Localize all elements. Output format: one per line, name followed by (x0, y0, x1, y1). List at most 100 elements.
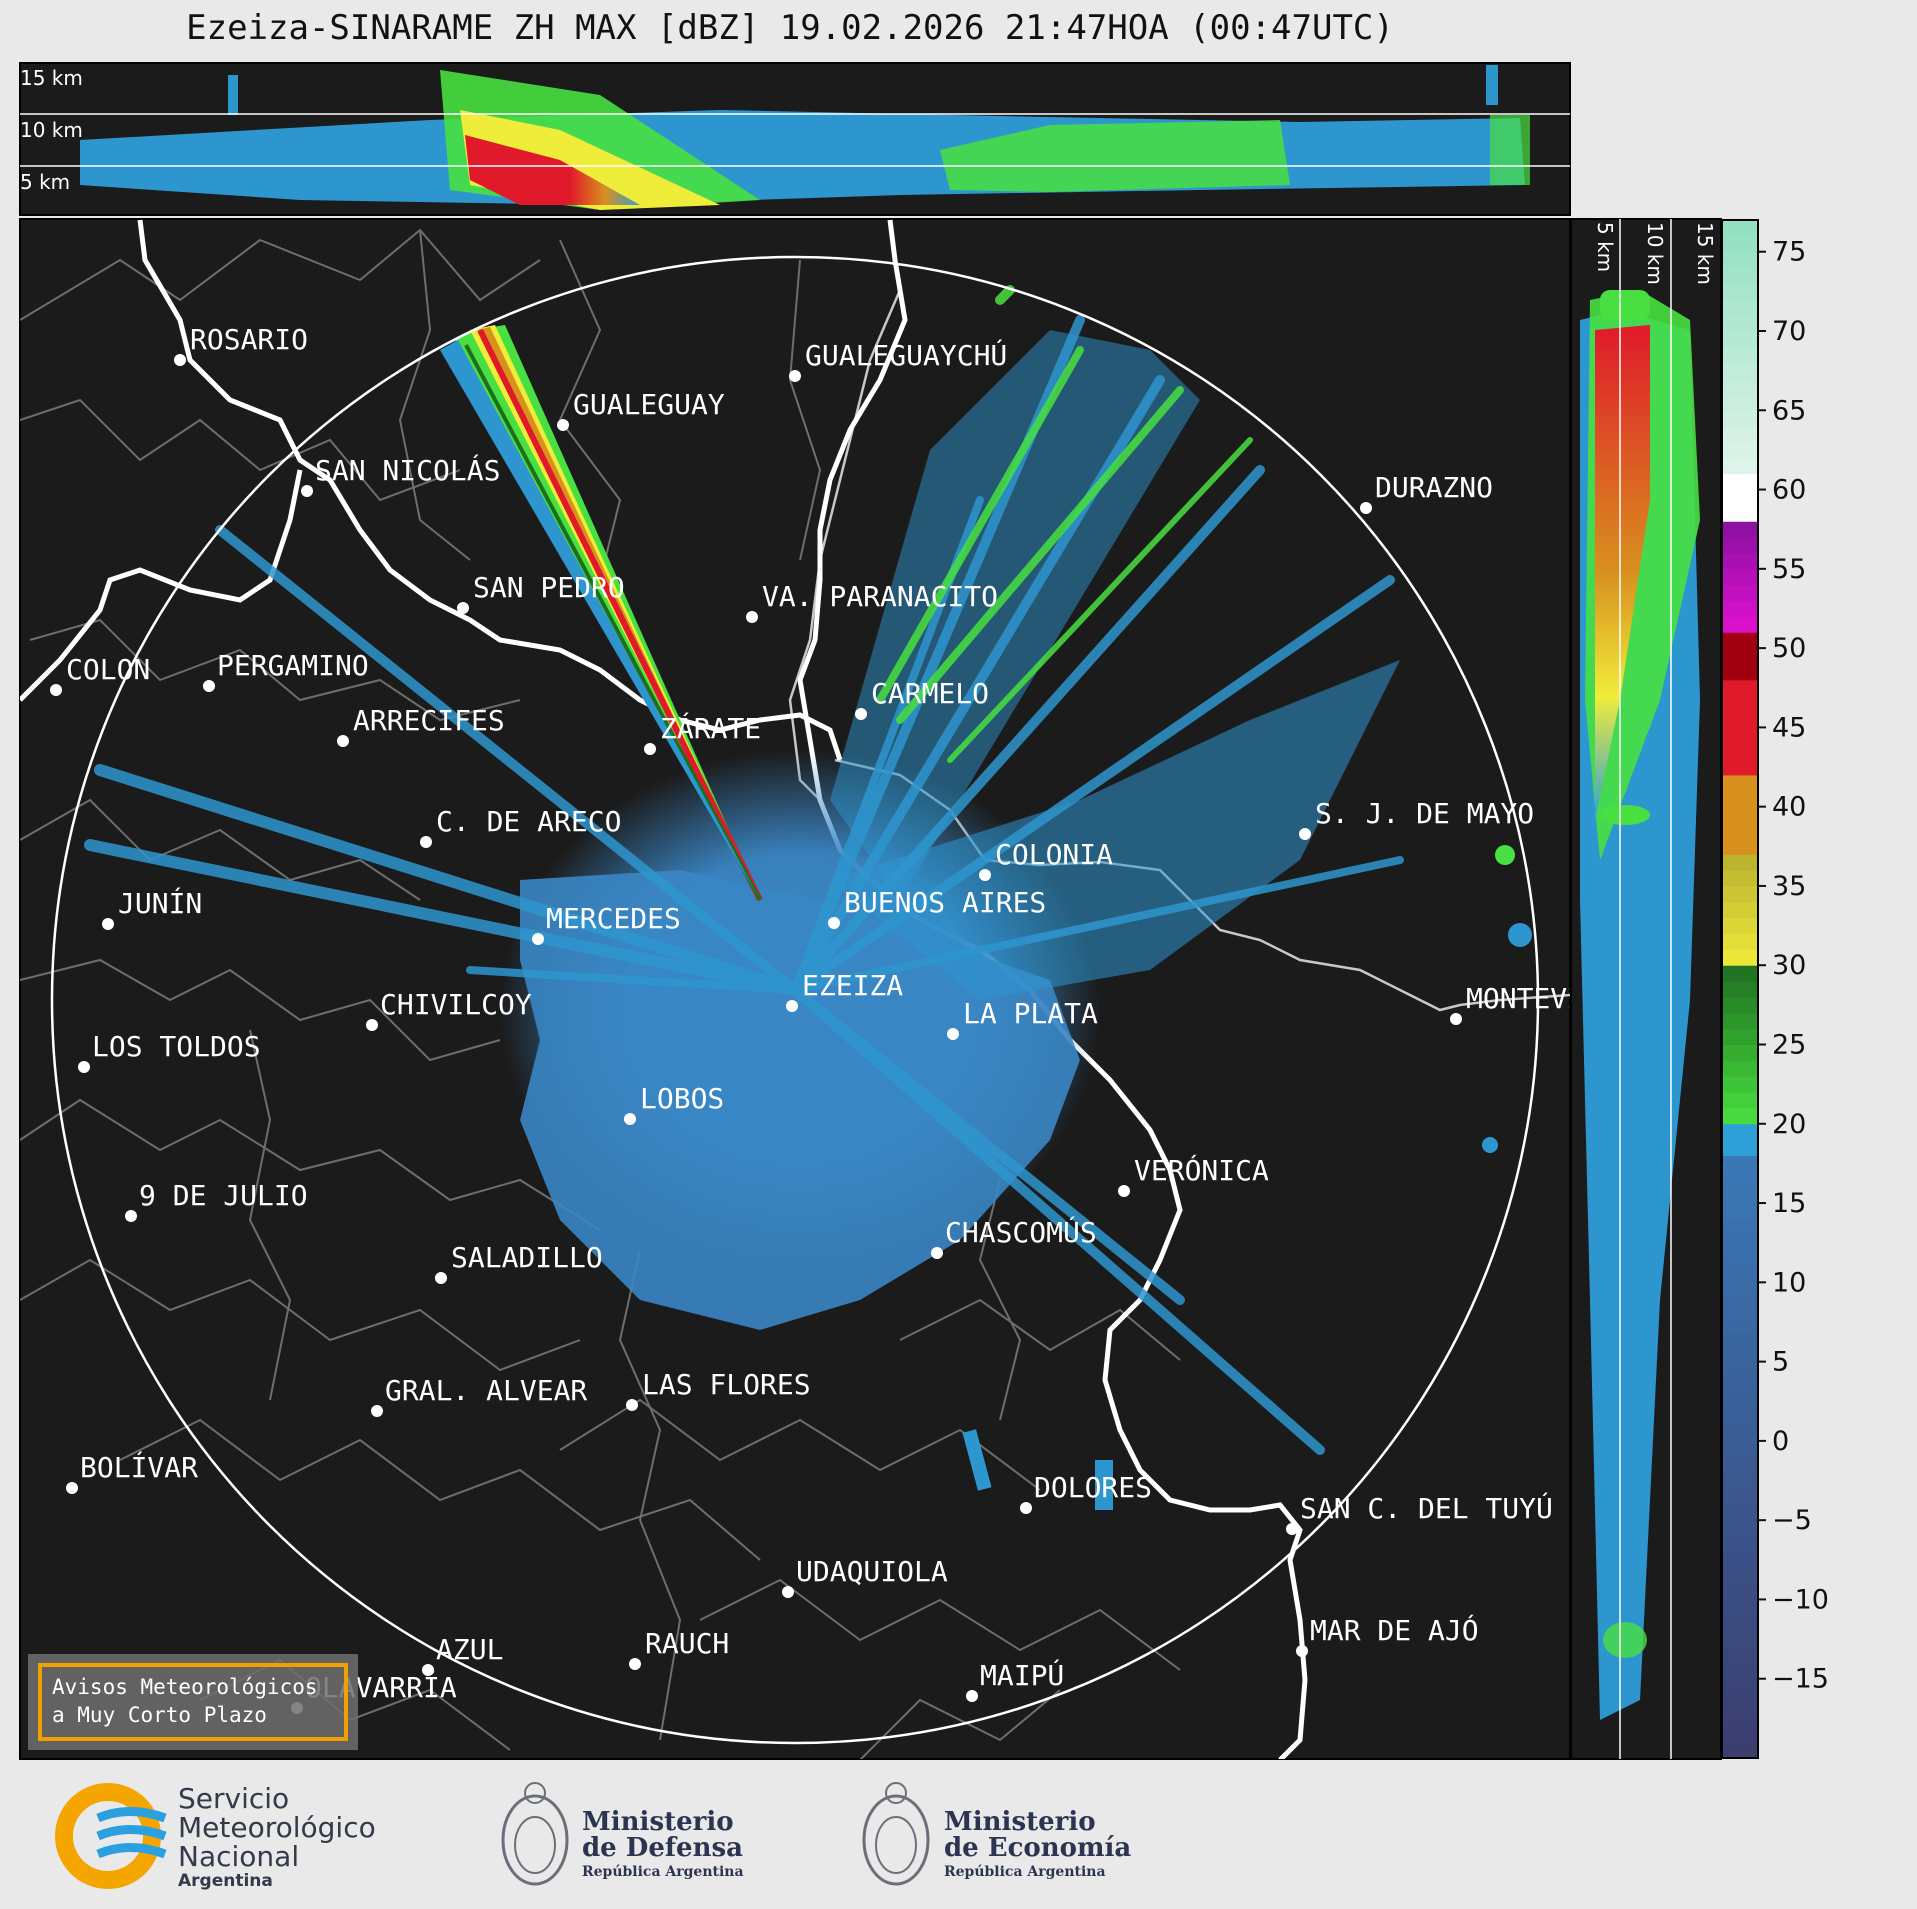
colorbar-bin (1722, 457, 1758, 475)
city-label: COLON (66, 653, 150, 686)
colorbar-bin (1722, 965, 1758, 982)
colorbar-bin (1722, 711, 1758, 728)
colorbar-bin (1722, 1409, 1758, 1426)
colorbar-bin (1722, 1551, 1758, 1569)
colorbar-bin (1722, 1456, 1758, 1474)
colorbar-tick-label: 50 (1772, 633, 1806, 664)
city-label: COLONIA (995, 838, 1113, 871)
colorbar-bin (1722, 1710, 1758, 1727)
city-label: BOLÍVAR (80, 1450, 198, 1484)
colorbar-tick-label: 20 (1772, 1109, 1806, 1140)
colorbar-bin (1722, 441, 1758, 459)
colorbar-bin (1722, 996, 1758, 1014)
colorbar-bin (1722, 1139, 1758, 1156)
city-label: SAN NICOLÁS (315, 453, 500, 487)
radar-echoes (84, 285, 1532, 1510)
colorbar-bin (1722, 743, 1758, 760)
colorbar-bin (1722, 679, 1758, 697)
city-label: LA PLATA (963, 997, 1098, 1030)
colorbar-bin (1722, 426, 1758, 443)
colorbar-bin (1722, 410, 1758, 427)
colorbar-bin (1722, 1662, 1758, 1680)
colorbar-bin (1722, 1361, 1758, 1378)
colorbar-bin (1722, 251, 1758, 269)
colorbar-tick-label: 0 (1772, 1426, 1789, 1457)
city-label: 9 DE JULIO (139, 1179, 308, 1212)
colorbar-bin (1722, 1298, 1758, 1315)
economia-line3: República Argentina (944, 1864, 1106, 1880)
defensa-line2: de Defensa (582, 1833, 743, 1863)
colorbar-tick-label: 70 (1772, 316, 1806, 347)
colorbar-bin (1722, 917, 1758, 935)
colorbar-bin (1722, 1171, 1758, 1188)
side-label-15km: 15 km (1693, 222, 1717, 285)
colorbar-tick-label: 5 (1772, 1347, 1789, 1378)
colorbar-bin (1722, 346, 1758, 364)
aviso-line2: a Muy Corto Plazo (52, 1703, 267, 1727)
colorbar-bins (1722, 220, 1758, 1759)
radar-map: ROSARIO GUALEGUAYCHÚ GUALEGUAY SAN NICOL… (19, 218, 1571, 1760)
colorbar-tick-label: 35 (1772, 871, 1806, 902)
city-label: CARMELO (871, 677, 989, 710)
aviso-box[interactable]: Avisos Meteorológicos a Muy Corto Plazo (28, 1654, 358, 1750)
colorbar-bin (1722, 870, 1758, 887)
colorbar-bin (1722, 299, 1758, 316)
city-label: GRAL. ALVEAR (385, 1374, 587, 1407)
colorbar-bin (1722, 1520, 1758, 1537)
city-label: LAS FLORES (642, 1368, 811, 1401)
colorbar-bin (1722, 584, 1758, 602)
range-ring (50, 255, 1540, 1745)
colorbar-bin (1722, 1234, 1758, 1252)
colorbar-bin (1722, 1599, 1758, 1616)
city-label: GUALEGUAY (573, 388, 725, 421)
city-label: DURAZNO (1375, 471, 1493, 504)
colorbar-bin (1722, 1377, 1758, 1394)
colorbar-bin (1722, 695, 1758, 713)
colorbar-bin (1722, 1060, 1758, 1077)
colorbar-bin (1722, 1044, 1758, 1061)
colorbar-bin (1722, 885, 1758, 903)
top-panel-echoes (80, 65, 1530, 210)
side-label-10km: 10 km (1643, 222, 1667, 285)
colorbar-bin (1722, 489, 1758, 506)
smn-line3: Nacional (178, 1840, 299, 1873)
colorbar-bin (1722, 1155, 1758, 1172)
colorbar-bin (1722, 1678, 1758, 1696)
colorbar-bin (1722, 632, 1758, 649)
colorbar-tick-label: −10 (1772, 1584, 1829, 1615)
defensa-line1: Ministerio (582, 1807, 734, 1837)
smn-line1: Servicio (178, 1782, 289, 1815)
top-label-10km: 10 km (20, 118, 83, 142)
district-boundaries (20, 228, 1181, 1759)
colorbar-bin (1722, 1472, 1758, 1489)
city-label: SALADILLO (451, 1241, 603, 1274)
colorbar-bin (1722, 648, 1758, 665)
city-label: BUENOS AIRES (844, 886, 1046, 919)
colorbar-tick-label: 60 (1772, 475, 1806, 506)
city-label: SAN C. DEL TUYÚ (1300, 1491, 1553, 1525)
colorbar-bin (1722, 981, 1758, 998)
coat-of-arms-icon (501, 1782, 569, 1886)
colorbar-bin (1722, 1440, 1758, 1458)
colorbar-bin (1722, 838, 1758, 855)
colorbar-bin (1722, 901, 1758, 919)
colorbar-bin (1722, 1583, 1758, 1600)
colorbar-bin (1722, 1123, 1758, 1141)
colorbar-bin (1722, 1028, 1758, 1045)
colorbar-bin (1722, 1504, 1758, 1521)
smn-line2: Meteorológico (178, 1811, 376, 1844)
coat-of-arms-icon (862, 1782, 930, 1886)
colorbar-bin (1722, 774, 1758, 792)
city-label: JUNÍN (118, 886, 202, 920)
colorbar-tick-label: 25 (1772, 1029, 1806, 1060)
colorbar-bin (1722, 1107, 1758, 1125)
defensa-logo: Ministerio de Defensa República Argentin… (501, 1782, 744, 1886)
colorbar-bin (1722, 1314, 1758, 1331)
city-label: RAUCH (645, 1627, 729, 1660)
colorbar-bin (1722, 790, 1758, 808)
city-label: CHASCOMÚS (945, 1215, 1097, 1249)
colorbar-bin (1722, 235, 1758, 253)
city-markers: ROSARIO GUALEGUAYCHÚ GUALEGUAY SAN NICOL… (50, 323, 1570, 1714)
city-label: C. DE ARECO (436, 805, 621, 838)
city-label: VA. PARANACITO (762, 580, 998, 613)
